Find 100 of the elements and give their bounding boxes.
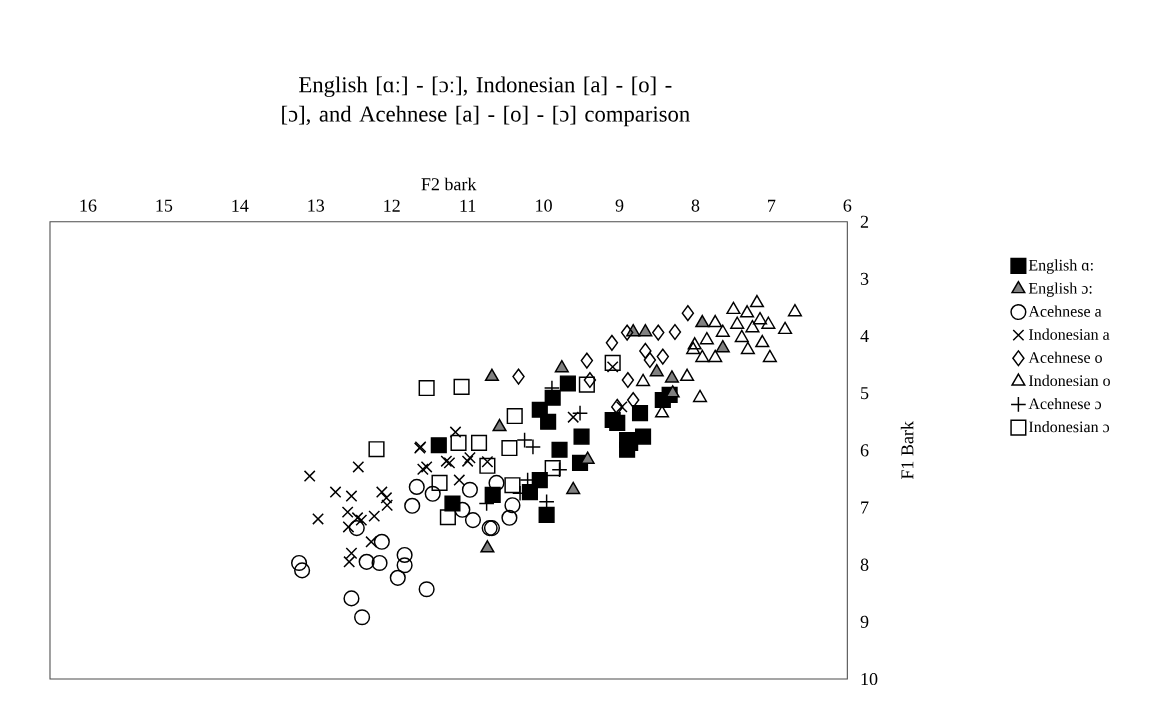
point (740, 305, 755, 318)
y-tick-label: 3 (860, 272, 869, 285)
point (649, 363, 664, 377)
legend-label: English ɑ: (1028, 259, 1093, 274)
point (554, 359, 569, 373)
point (544, 389, 561, 406)
legend-label: Indonesian a (1028, 328, 1110, 340)
point (396, 546, 413, 564)
point (761, 316, 776, 329)
point (639, 342, 652, 359)
point (681, 305, 695, 322)
x-tick-label: 7 (768, 199, 776, 212)
point (504, 497, 521, 514)
x-tick-label: 6 (843, 199, 852, 212)
point (294, 562, 311, 579)
point (635, 373, 651, 387)
point (345, 547, 358, 560)
x-tick-label: 11 (460, 199, 476, 212)
point (749, 294, 765, 308)
point (665, 385, 680, 398)
point (643, 351, 657, 369)
point (389, 569, 406, 586)
y-tick-label: 8 (860, 558, 869, 571)
x-tick-label: 14 (232, 199, 249, 212)
point (404, 497, 421, 514)
point (531, 472, 548, 489)
point (373, 533, 390, 550)
point (341, 506, 354, 519)
point (453, 378, 470, 395)
point (464, 451, 476, 464)
y-tick-label: 10 (861, 672, 878, 686)
point (621, 371, 635, 389)
legend-label: Acehnese ɔ (1028, 397, 1102, 410)
point (755, 334, 770, 348)
point (762, 349, 777, 363)
point (734, 329, 749, 343)
point (692, 389, 708, 403)
point (303, 470, 316, 482)
point (488, 474, 505, 491)
point (352, 461, 365, 473)
point (680, 368, 695, 382)
point (351, 511, 364, 524)
point (686, 341, 701, 355)
x-tick-label: 8 (691, 199, 700, 212)
point (365, 535, 378, 548)
point (538, 506, 555, 524)
point (453, 474, 466, 486)
point (381, 499, 394, 512)
point (559, 375, 576, 392)
point (431, 474, 448, 491)
point (380, 491, 393, 504)
point (329, 486, 342, 498)
y-axis-title: F1 Bark (900, 421, 914, 480)
point (449, 426, 462, 438)
point (777, 321, 793, 335)
legend-label: Indonesian o (1028, 374, 1110, 387)
point (504, 477, 521, 494)
x-axis-title: F2 bark (421, 177, 477, 191)
legend-label: English ɔ: (1028, 282, 1092, 297)
point (583, 371, 597, 389)
point (354, 609, 371, 626)
legend-label: Indonesian ɔ (1028, 421, 1110, 433)
point (634, 428, 652, 445)
x-tick-label: 15 (156, 199, 173, 212)
x-tick-label: 13 (308, 199, 325, 212)
point (578, 376, 595, 393)
point (726, 301, 741, 315)
point (620, 324, 634, 341)
point (420, 461, 433, 473)
point (450, 434, 467, 451)
point (430, 437, 447, 454)
point (708, 349, 723, 363)
point (342, 521, 355, 533)
point (343, 590, 360, 607)
legend-label: Acehnese a (1028, 305, 1102, 317)
point (348, 520, 365, 537)
point (626, 391, 640, 409)
point (687, 337, 702, 350)
point (715, 324, 730, 337)
point (580, 352, 594, 369)
x-tick-label: 9 (615, 199, 624, 212)
point (492, 418, 507, 432)
point (695, 349, 710, 363)
point (604, 411, 621, 429)
point (470, 434, 488, 451)
point (343, 555, 356, 568)
point (358, 553, 375, 570)
point (368, 441, 385, 458)
point (664, 370, 680, 383)
point (631, 405, 649, 422)
point (540, 413, 557, 430)
point (461, 455, 474, 468)
point (787, 303, 803, 317)
point (656, 348, 670, 365)
point (371, 554, 388, 572)
point (418, 581, 435, 598)
point (484, 368, 500, 382)
point (668, 323, 682, 341)
y-tick-label: 9 (860, 615, 869, 628)
point (506, 407, 523, 425)
